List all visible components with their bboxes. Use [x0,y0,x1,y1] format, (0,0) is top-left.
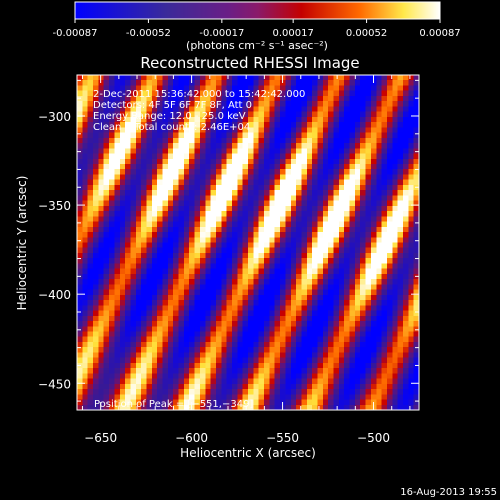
info-energy-range: Energy Range: 12.0 - 25.0 keV [93,111,246,122]
x-tick-label: −600 [175,431,208,445]
info-clean-counts: Clean Total counts: 2.46E+04 [93,122,250,133]
colorbar-tick-label: 0.00087 [419,28,460,39]
colorbar-ticks: -0.00087 -0.00052 -0.00017 0.00017 0.00052 0.… [53,19,461,39]
colorbar-tick-label: 0.00052 [346,28,387,39]
x-tick-label: −500 [357,431,390,445]
y-tick-label: −350 [38,199,71,213]
x-tick-label: −650 [84,431,117,445]
info-time-range: 2-Dec-2011 15:36:42.000 to 15:42:42.000 [93,89,305,100]
footer-timestamp: 16-Aug-2013 19:55 [400,487,497,498]
colorbar-tick-label: -0.00052 [126,28,171,39]
y-tick-label: −300 [38,110,71,124]
x-tick-label: −550 [266,431,299,445]
y-tick-label: −400 [38,288,71,302]
colorbar-tick-label: -0.00017 [199,28,244,39]
chart-title: Reconstructed RHESSI Image [140,54,359,72]
plot-frame [76,74,420,411]
y-axis-label: Heliocentric Y (arcsec) [15,176,29,311]
heatmap-image [77,75,419,410]
peak-position-label: Position of Peak = [−551,−349] [94,399,253,410]
colorbar [74,1,441,20]
colorbar-tick-label: 0.00017 [272,28,313,39]
colorbar-units-label: (photons cm⁻² s⁻¹ asec⁻²) [186,39,328,52]
axes: −650 −600 −550 −500 −300 −350 −400 −450 [38,75,419,445]
info-detectors: Detectors: 4F 5F 6F 7F 8F, Att 0 [93,100,252,111]
y-tick-label: −450 [38,377,71,391]
colorbar-tick-label: -0.00087 [53,28,98,39]
x-axis-label: Heliocentric X (arcsec) [180,446,316,460]
